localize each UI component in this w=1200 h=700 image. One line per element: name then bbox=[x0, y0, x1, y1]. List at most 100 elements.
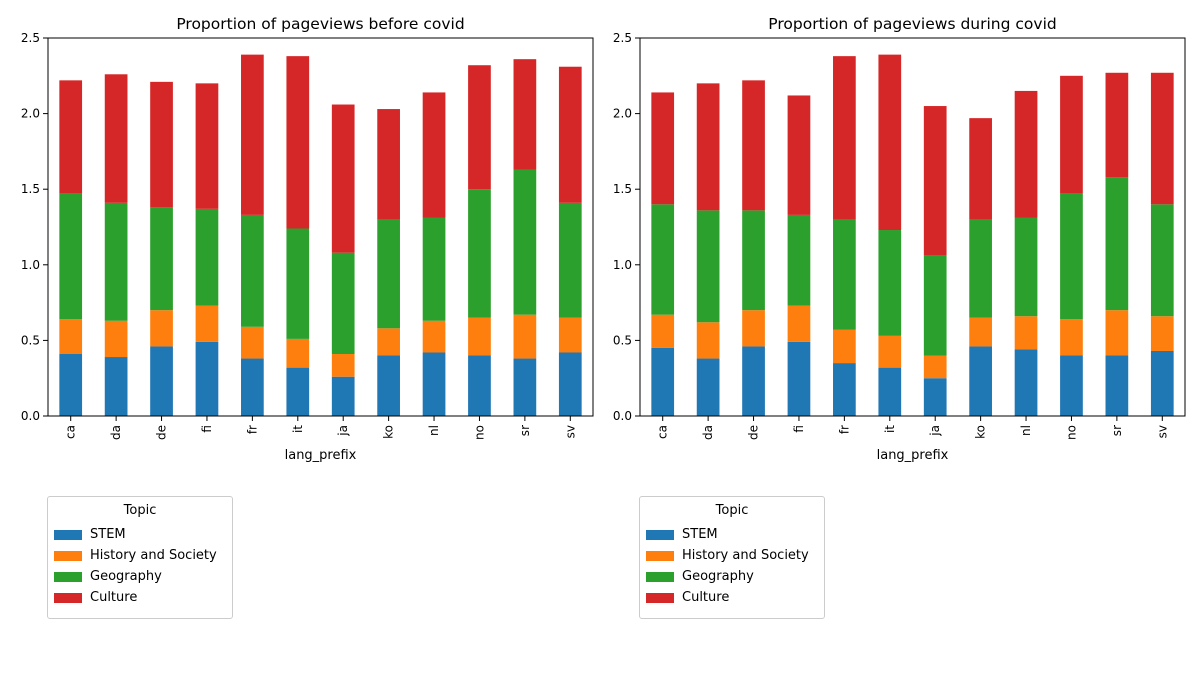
legend: Topic STEM History and Society Geography Cul… bbox=[639, 496, 825, 619]
legend: Topic STEM History and Society Geography Cul… bbox=[47, 496, 233, 619]
bar-culture-no bbox=[468, 65, 491, 190]
bar-geography-fr bbox=[833, 219, 856, 330]
bar-culture-da bbox=[696, 83, 720, 211]
bar-geography-fi bbox=[787, 214, 811, 306]
bar-geography-no bbox=[1060, 193, 1083, 320]
bar-geography-de bbox=[742, 210, 765, 311]
chart-title: Proportion of pageviews during covid bbox=[768, 15, 1056, 33]
y-tick-label: 0.5 bbox=[21, 333, 40, 347]
bar-history-and-society-nl bbox=[1014, 316, 1038, 350]
bar-stem-it bbox=[286, 367, 310, 416]
legend-label: Culture bbox=[90, 590, 138, 605]
legend-swatch bbox=[54, 529, 82, 540]
bar-geography-de bbox=[150, 207, 173, 311]
y-tick-label: 1.5 bbox=[613, 182, 632, 196]
bar-geography-it bbox=[878, 230, 902, 336]
bar-history-and-society-sr bbox=[513, 314, 537, 359]
bar-stem-no bbox=[1060, 355, 1083, 416]
bar-geography-no bbox=[468, 189, 491, 318]
y-tick-label: 0.5 bbox=[613, 333, 632, 347]
y-tick-label: 0.0 bbox=[21, 409, 40, 423]
y-tick-label: 0.0 bbox=[613, 409, 632, 423]
legend-swatch bbox=[54, 592, 82, 603]
bar-culture-no bbox=[1060, 75, 1083, 194]
bar-history-and-society-ko bbox=[377, 328, 400, 356]
bar-geography-nl bbox=[1014, 217, 1038, 317]
bar-geography-fi bbox=[195, 208, 219, 306]
legend-label: Geography bbox=[90, 569, 162, 584]
x-tick-label: it bbox=[291, 425, 305, 433]
bar-history-and-society-nl bbox=[422, 320, 446, 353]
bar-history-and-society-sv bbox=[558, 317, 582, 353]
bar-history-and-society-it bbox=[878, 335, 902, 368]
bar-culture-ko bbox=[969, 118, 992, 220]
legend-swatch bbox=[646, 571, 674, 582]
bar-culture-ca bbox=[651, 92, 675, 205]
x-tick-label: de bbox=[155, 425, 169, 440]
bar-geography-nl bbox=[422, 217, 446, 321]
bar-stem-fi bbox=[787, 341, 811, 416]
legend-swatch bbox=[646, 592, 674, 603]
bar-culture-it bbox=[878, 54, 902, 231]
bar-geography-ca bbox=[651, 204, 675, 315]
bar-geography-ca bbox=[59, 193, 83, 320]
legend-label: Geography bbox=[682, 569, 754, 584]
legend-entry: History and Society bbox=[54, 545, 220, 566]
legend-label: History and Society bbox=[90, 548, 217, 563]
legend-entry: Culture bbox=[54, 587, 220, 608]
bar-stem-ca bbox=[59, 354, 83, 416]
x-tick-label: nl bbox=[1019, 425, 1033, 436]
x-tick-label: it bbox=[883, 425, 897, 433]
x-tick-label: nl bbox=[427, 425, 441, 436]
bar-geography-it bbox=[286, 228, 310, 339]
bar-history-and-society-de bbox=[150, 310, 173, 347]
y-tick-label: 2.0 bbox=[21, 107, 40, 121]
x-tick-label: ca bbox=[64, 425, 78, 439]
x-tick-label: fr bbox=[837, 425, 851, 434]
bar-history-and-society-ja bbox=[331, 354, 355, 377]
bar-stem-ca bbox=[651, 347, 675, 416]
bar-stem-it bbox=[878, 367, 902, 416]
bar-history-and-society-fi bbox=[787, 305, 811, 342]
chart-panel-0: ca da de fi fr it ja ko nl no sr sv 0.0 0.5 1.0 1.5 2.0 2… bbox=[21, 15, 594, 463]
bar-stem-ko bbox=[969, 346, 992, 416]
legend-entry: STEM bbox=[54, 524, 220, 545]
bar-stem-de bbox=[742, 346, 765, 416]
x-tick-label: sr bbox=[518, 425, 532, 436]
y-tick-label: 2.5 bbox=[613, 31, 632, 45]
bar-culture-ko bbox=[377, 109, 400, 220]
x-tick-label: da bbox=[701, 425, 715, 440]
x-tick-label: ja bbox=[336, 425, 350, 437]
bar-geography-ko bbox=[377, 219, 400, 329]
bar-culture-sv bbox=[558, 66, 582, 203]
bar-history-and-society-de bbox=[742, 310, 765, 347]
x-tick-label: de bbox=[747, 425, 761, 440]
x-tick-label: ko bbox=[974, 425, 988, 439]
bar-culture-fi bbox=[787, 95, 811, 215]
bar-stem-nl bbox=[422, 352, 446, 416]
legend-swatch bbox=[646, 550, 674, 561]
bar-culture-sr bbox=[513, 59, 537, 170]
legend-entry: History and Society bbox=[646, 545, 812, 566]
chart-panel-1: ca da de fi fr it ja ko nl no sr sv 0.0 0.5 1.0 1.5 2.0 2… bbox=[613, 15, 1186, 463]
bar-history-and-society-da bbox=[696, 322, 720, 359]
legend-swatch bbox=[54, 571, 82, 582]
bar-stem-da bbox=[696, 358, 720, 416]
bar-culture-sv bbox=[1150, 72, 1174, 205]
chart-title: Proportion of pageviews before covid bbox=[176, 15, 464, 33]
bar-history-and-society-fr bbox=[241, 326, 264, 359]
y-tick-label: 2.5 bbox=[21, 31, 40, 45]
x-tick-label: sv bbox=[563, 425, 577, 438]
bar-stem-nl bbox=[1014, 349, 1038, 416]
x-tick-label: fi bbox=[792, 425, 806, 433]
legend-title: Topic bbox=[123, 503, 157, 518]
bar-stem-sv bbox=[558, 352, 582, 416]
x-tick-label: fr bbox=[245, 425, 259, 434]
bar-history-and-society-ja bbox=[923, 355, 947, 379]
bar-history-and-society-ca bbox=[59, 319, 83, 355]
bar-stem-fi bbox=[195, 341, 219, 416]
bar-geography-sv bbox=[558, 202, 582, 318]
bar-stem-ja bbox=[923, 378, 947, 416]
bar-history-and-society-fi bbox=[195, 305, 219, 342]
y-tick-label: 1.0 bbox=[21, 258, 40, 272]
